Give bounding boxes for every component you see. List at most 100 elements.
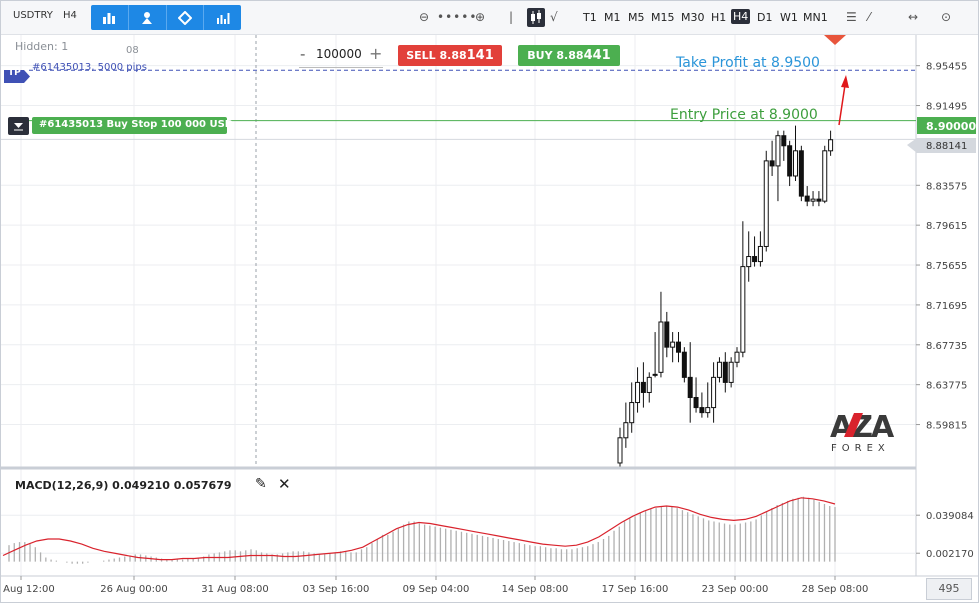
timeframe-h4[interactable]: H4 [731,9,751,24]
timeframe-m15[interactable]: M15 [651,11,675,24]
macd-signal-line [2,497,836,561]
price-grid [1,35,916,576]
chevron-down-icon [14,123,23,131]
tp-tag[interactable]: TP [4,68,30,83]
zoom-out-icon[interactable]: ⊖ [419,10,430,24]
timeframe-label[interactable]: H4 [63,10,77,21]
bar-type-icon[interactable]: | [509,10,514,24]
order-collapse-button[interactable] [8,117,29,135]
sell-button-pips: 141 [466,48,494,63]
candle [763,150,769,252]
timeframe-d1[interactable]: D1 [757,11,773,24]
time-tick-label: 23 Sep 00:00 [702,584,769,595]
time-tick-label: 31 Aug 08:00 [201,584,268,595]
timeframe-h1[interactable]: H1 [711,11,727,24]
time-tick-label: 26 Aug 00:00 [100,584,167,595]
macd-tick-label: 0.002170 [926,549,974,560]
line-tool-icon[interactable]: ⁄ [868,10,871,24]
volume-underline [299,67,383,68]
candle [769,140,775,176]
aza-forex-logo: AZA FOREX [830,410,897,454]
timeframe-m30[interactable]: M30 [681,11,705,24]
bid-price-badge: 8.88141 [907,138,976,153]
price-scale: 8.95455 8.91495 8.83575 8.79615 8.75655 8.716… [916,62,967,432]
order-label[interactable]: #61435013 Buy Stop 100 000 USD [32,117,233,134]
candle [740,221,746,358]
price-tick-label: 8.71695 [926,301,967,312]
candle [798,145,804,202]
timeframe-mn1[interactable]: MN1 [803,11,828,24]
scroll-count: 495 [938,582,960,595]
candle [687,342,693,423]
macd-label: MACD(12,26,9) 0.049210 0.057679 [15,479,232,492]
trader-icon[interactable] [129,5,167,30]
timeframe-m1[interactable]: M1 [604,11,621,24]
diamond-icon[interactable] [167,5,205,30]
sell-button-label: SELL 8.88 [406,49,467,62]
current-time-marker [824,35,846,45]
hidden-extra: 08 [126,45,139,56]
price-tick-label: 8.75655 [926,261,967,272]
scroll-to-end-button[interactable]: 495 [926,578,972,600]
candles [617,125,834,468]
chart-tools-group [91,5,241,30]
candle [617,427,623,468]
line-type-icon[interactable]: √ [550,10,558,24]
candle [816,191,822,207]
candle [734,347,740,368]
macd-histogram [8,496,836,564]
price-tick-label: 8.79615 [926,221,967,232]
sell-button[interactable]: SELL 8.88141 [398,45,502,66]
svg-text:8.88141: 8.88141 [926,141,967,152]
zoom-in-icon[interactable]: ⊕ [475,10,486,24]
symbol-label[interactable]: USDTRY [13,10,53,21]
hidden-count[interactable]: Hidden: 1 [15,40,69,53]
timeframe-m5[interactable]: M5 [628,11,645,24]
timeframe-t1[interactable]: T1 [583,11,597,24]
candle [752,236,758,267]
volume-input[interactable]: 100000 [316,47,362,61]
candle [640,362,646,408]
volume-minus-button[interactable]: - [300,45,306,63]
indicator-list-icon[interactable]: ☰ [846,10,857,24]
candle [711,362,717,423]
chart-toolbar: USDTRY H4 ⊖ ••••• ⊕ | √ T1 M1 M5 M15 [1,1,978,35]
time-tick-label: 20 Aug 12:00 [1,584,55,595]
horizontal-line-icon[interactable]: ↔ [908,10,919,24]
time-axis: 20 Aug 12:00 26 Aug 00:00 31 Aug 08:00 03 S… [1,576,868,595]
candle-type-icon[interactable] [527,8,545,27]
buy-button[interactable]: BUY 8.88441 [518,45,620,66]
volume-plus-button[interactable]: + [369,44,383,63]
time-tick-label: 28 Sep 08:00 [802,584,869,595]
settings-dropdown-icon[interactable]: ⊙ [941,10,952,24]
svg-text:AZA: AZA [830,410,895,445]
candle [757,231,763,267]
zoom-slider[interactable]: ••••• [437,10,478,24]
price-tick-label: 8.91495 [926,102,967,113]
entry-price-annotation: Entry Price at 8.9000 [670,107,818,123]
edit-indicator-icon[interactable]: ✎ [255,476,267,492]
bar-chart-icon[interactable] [91,5,129,30]
candle [746,231,752,282]
candle [646,372,652,403]
candle [716,357,722,383]
time-tick-label: 03 Sep 16:00 [303,584,370,595]
candle [629,382,635,433]
macd-grid [1,514,916,554]
price-tick-label: 8.67735 [926,341,967,352]
candle [670,332,676,363]
indicators-icon[interactable] [204,5,241,30]
price-tick-label: 8.63775 [926,381,967,392]
candle [652,332,658,378]
candle [699,392,705,418]
price-tick-label: 8.95455 [926,62,967,73]
price-tick-label: 8.59815 [926,421,967,432]
close-indicator-icon[interactable]: ✕ [278,475,291,493]
candle [705,382,711,418]
svg-text:FOREX: FOREX [831,443,890,454]
candle [728,357,734,388]
timeframe-w1[interactable]: W1 [780,11,798,24]
take-profit-arrow [838,75,849,126]
